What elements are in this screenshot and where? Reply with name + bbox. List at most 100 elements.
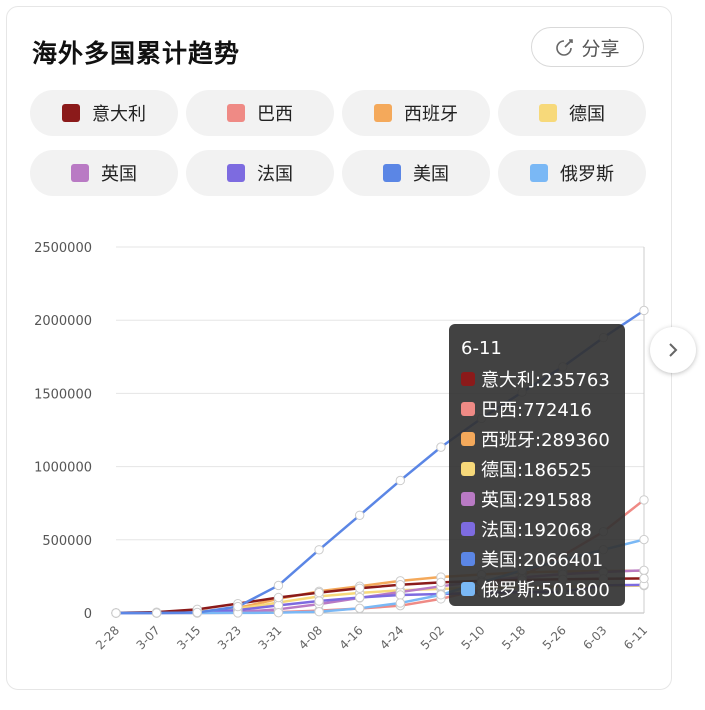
legend-swatch	[227, 104, 245, 122]
legend-item[interactable]: 法国	[186, 150, 334, 196]
chevron-right-icon	[669, 343, 678, 357]
data-point	[354, 510, 365, 520]
data-point	[233, 601, 243, 612]
legend-item[interactable]: 德国	[498, 90, 646, 136]
x-tick-label: 6-11	[621, 623, 650, 652]
legend-label: 美国	[413, 164, 449, 185]
data-point	[314, 587, 324, 598]
tooltip-date: 6-11	[461, 338, 502, 359]
data-point	[395, 475, 406, 486]
data-point	[273, 607, 284, 618]
chart-tooltip: 6-11 意大利:235763 巴西:772416 西班牙:289360 德国:186…	[449, 324, 625, 606]
share-arrow-icon	[556, 39, 574, 56]
x-tick-label: 3-23	[215, 623, 244, 652]
tooltip-value: 西班牙:289360	[481, 430, 610, 451]
tooltip-row: 西班牙:289360	[461, 424, 613, 454]
data-point	[314, 607, 324, 617]
data-point	[354, 583, 365, 593]
data-point	[639, 305, 649, 316]
legend-label: 意大利	[92, 104, 146, 125]
tooltip-swatch	[461, 582, 475, 596]
y-tick-label: 0	[84, 607, 92, 622]
legend-swatch	[539, 104, 557, 122]
data-point	[639, 565, 649, 576]
legend-label: 德国	[569, 104, 605, 125]
legend-swatch	[530, 164, 548, 182]
tooltip-swatch	[461, 432, 475, 446]
x-tick-label: 3-31	[255, 623, 284, 652]
legend-swatch	[374, 104, 392, 122]
tooltip-row: 美国:2066401	[461, 544, 613, 574]
legend-swatch	[227, 164, 245, 182]
x-tick-label: 5-02	[418, 623, 447, 652]
legend-item[interactable]: 俄罗斯	[498, 150, 646, 196]
data-point	[395, 580, 406, 590]
tooltip-swatch	[461, 522, 475, 536]
x-tick-label: 4-16	[337, 623, 366, 652]
tooltip-row: 巴西:772416	[461, 394, 613, 424]
tooltip-value: 法国:192068	[481, 520, 592, 541]
share-label: 分享	[581, 37, 620, 60]
x-tick-label: 3-15	[174, 623, 203, 652]
data-point	[639, 495, 649, 505]
legend-item[interactable]: 巴西	[186, 90, 334, 136]
tooltip-row: 法国:192068	[461, 514, 613, 544]
tooltip-swatch	[461, 462, 475, 476]
tooltip-value: 意大利:235763	[481, 370, 610, 391]
x-tick-label: 5-10	[459, 623, 488, 652]
x-tick-label: 2-28	[93, 623, 122, 652]
data-point	[436, 442, 446, 452]
data-point	[111, 608, 121, 618]
data-point	[395, 590, 406, 600]
y-tick-label: 2500000	[34, 241, 92, 256]
y-tick-label: 500000	[42, 534, 92, 549]
legend-swatch	[383, 164, 401, 182]
data-point	[314, 545, 324, 555]
tooltip-value: 巴西:772416	[481, 400, 592, 421]
legend-item[interactable]: 意大利	[30, 90, 178, 136]
data-point	[639, 534, 649, 545]
legend-label: 西班牙	[404, 104, 458, 125]
tooltip-swatch	[461, 552, 475, 566]
data-point	[314, 596, 324, 606]
tooltip-row: 英国:291588	[461, 484, 613, 514]
data-point	[354, 603, 365, 614]
share-button[interactable]: 分享	[531, 27, 644, 67]
tooltip-swatch	[461, 492, 475, 506]
y-tick-label: 1000000	[34, 461, 92, 476]
x-tick-label: 5-26	[540, 623, 569, 652]
tooltip-value: 德国:186525	[481, 460, 592, 481]
legend-swatch	[71, 164, 89, 182]
y-tick-label: 1500000	[34, 387, 92, 402]
tooltip-row: 俄罗斯:501800	[461, 574, 613, 604]
tooltip-row: 意大利:235763	[461, 364, 613, 394]
tooltip-value: 美国:2066401	[481, 550, 604, 571]
legend-item[interactable]: 西班牙	[342, 90, 490, 136]
x-tick-label: 6-03	[580, 623, 609, 652]
data-point	[273, 580, 284, 591]
y-tick-label: 2000000	[34, 314, 92, 329]
data-point	[436, 590, 446, 600]
x-tick-label: 3-07	[134, 623, 163, 652]
page-title: 海外多国累计趋势	[32, 39, 241, 68]
legend-label: 法国	[257, 164, 293, 185]
tooltip-swatch	[461, 402, 475, 416]
data-point	[639, 573, 649, 584]
legend-label: 英国	[101, 164, 137, 185]
next-chart-button[interactable]	[650, 327, 696, 373]
tooltip-value: 英国:291588	[481, 490, 592, 511]
legend-item[interactable]: 英国	[30, 150, 178, 196]
tooltip-row: 德国:186525	[461, 454, 613, 484]
data-point	[436, 577, 446, 588]
legend-label: 俄罗斯	[560, 164, 614, 185]
tooltip-swatch	[461, 372, 475, 386]
x-tick-label: 5-18	[499, 623, 528, 652]
data-point	[354, 592, 365, 603]
data-point	[273, 592, 284, 603]
data-point	[192, 607, 202, 618]
tooltip-value: 俄罗斯:501800	[481, 580, 610, 601]
legend-item[interactable]: 美国	[342, 150, 490, 196]
data-point	[151, 608, 162, 618]
x-tick-label: 4-08	[296, 623, 325, 652]
x-tick-label: 4-24	[377, 623, 406, 652]
